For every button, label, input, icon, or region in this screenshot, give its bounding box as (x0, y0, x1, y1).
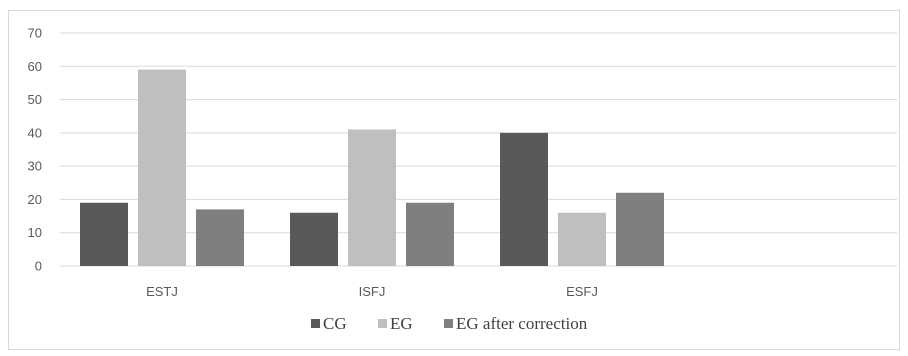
y-tick-label: 60 (28, 59, 42, 74)
legend-swatch (378, 319, 387, 328)
bar-cg (500, 132, 548, 266)
legend-swatch (444, 319, 453, 328)
y-tick-label: 50 (28, 92, 42, 107)
y-tick-label: 10 (28, 225, 42, 240)
y-tick-label: 20 (28, 192, 42, 207)
y-tick-label: 30 (28, 159, 42, 174)
bar-eg (348, 129, 396, 266)
bar-eg (138, 69, 186, 266)
x-category-label: ISFJ (359, 284, 386, 299)
legend-label: EG after correction (456, 314, 588, 333)
bar-eg (558, 212, 606, 266)
bar-cg (290, 212, 338, 266)
bar-eg-after-correction (616, 192, 664, 266)
x-category-label: ESFJ (566, 284, 598, 299)
legend-label: CG (323, 314, 347, 333)
y-tick-label: 70 (28, 26, 42, 41)
legend-swatch (311, 319, 320, 328)
legend-label: EG (390, 314, 413, 333)
bar-eg-after-correction (406, 202, 454, 266)
x-category-label: ESTJ (146, 284, 178, 299)
y-tick-label: 0 (35, 259, 42, 274)
bar-eg-after-correction (196, 209, 244, 266)
y-tick-label: 40 (28, 125, 42, 140)
bar-cg (80, 202, 128, 266)
